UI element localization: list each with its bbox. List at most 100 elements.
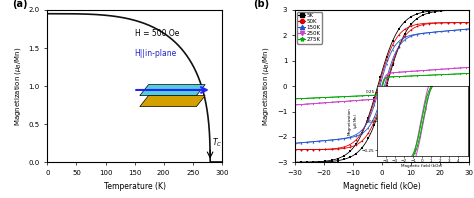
Point <box>431 21 439 24</box>
Point <box>456 28 464 31</box>
Point <box>340 147 347 150</box>
Point <box>328 101 336 104</box>
Point <box>383 76 390 79</box>
Point <box>297 141 305 144</box>
Point <box>462 8 470 11</box>
Point <box>462 21 470 24</box>
Point <box>303 97 311 100</box>
Point <box>419 23 427 26</box>
Point <box>438 73 445 76</box>
Point <box>431 68 439 71</box>
Point <box>407 15 415 18</box>
Point <box>365 126 372 129</box>
Point <box>334 159 341 162</box>
Point <box>291 148 299 151</box>
Point <box>450 67 457 70</box>
Point <box>346 150 354 153</box>
Point <box>462 66 470 69</box>
Point <box>456 21 464 24</box>
Text: $T_C$: $T_C$ <box>212 137 222 149</box>
Point <box>462 72 470 75</box>
Point <box>371 97 378 101</box>
Point <box>462 9 470 12</box>
Point <box>316 160 323 163</box>
Point <box>401 38 409 41</box>
Point <box>346 100 354 103</box>
Point <box>426 31 433 34</box>
Point <box>426 69 433 72</box>
Point <box>334 138 341 141</box>
Point <box>322 96 329 99</box>
Point <box>358 94 366 97</box>
Point <box>450 21 457 24</box>
Point <box>340 100 347 103</box>
Point <box>419 74 427 77</box>
Point <box>365 94 372 97</box>
Point <box>310 96 317 100</box>
Point <box>389 43 396 47</box>
Point <box>352 138 360 142</box>
Point <box>310 148 317 151</box>
Point <box>438 73 445 76</box>
Point <box>413 69 421 72</box>
Point <box>389 39 396 43</box>
Point <box>407 28 415 31</box>
Point <box>352 95 360 98</box>
Point <box>389 61 396 64</box>
Y-axis label: Magnetization ($\mu_B$/Mn): Magnetization ($\mu_B$/Mn) <box>13 46 23 126</box>
Point <box>431 30 439 33</box>
Point <box>377 98 384 102</box>
Point <box>444 9 451 12</box>
Point <box>426 74 433 77</box>
Point <box>303 161 311 164</box>
Point <box>365 98 372 101</box>
Point <box>352 135 360 138</box>
Point <box>328 148 336 151</box>
Point <box>456 66 464 69</box>
Point <box>419 13 427 17</box>
Point <box>316 148 323 151</box>
Point <box>389 48 396 51</box>
Point <box>316 102 323 105</box>
Point <box>328 138 336 142</box>
Point <box>303 148 311 151</box>
Point <box>310 102 317 105</box>
Point <box>395 40 402 43</box>
Point <box>365 94 372 97</box>
Point <box>407 34 415 37</box>
Point <box>431 10 439 13</box>
Point <box>426 22 433 25</box>
Point <box>328 147 336 150</box>
Point <box>401 20 409 23</box>
Point <box>395 33 402 37</box>
Point <box>352 133 360 136</box>
Point <box>456 72 464 75</box>
Point <box>431 73 439 76</box>
Point <box>383 62 390 65</box>
Point <box>395 28 402 31</box>
Point <box>413 33 421 36</box>
Point <box>352 152 360 155</box>
Point <box>450 9 457 12</box>
Text: (a): (a) <box>12 0 28 9</box>
Point <box>444 29 451 32</box>
Point <box>413 12 421 15</box>
Point <box>395 71 402 74</box>
Point <box>444 9 451 12</box>
Point <box>413 32 421 36</box>
Point <box>389 64 396 67</box>
Point <box>401 75 409 78</box>
Point <box>444 29 451 32</box>
Point <box>352 143 360 146</box>
Point <box>316 160 323 164</box>
Point <box>438 68 445 71</box>
Point <box>297 97 305 100</box>
Point <box>438 9 445 12</box>
Point <box>297 148 305 151</box>
Point <box>334 157 341 160</box>
Point <box>316 96 323 99</box>
Point <box>340 100 347 103</box>
Point <box>383 84 390 88</box>
Point <box>340 95 347 98</box>
Point <box>431 68 439 71</box>
